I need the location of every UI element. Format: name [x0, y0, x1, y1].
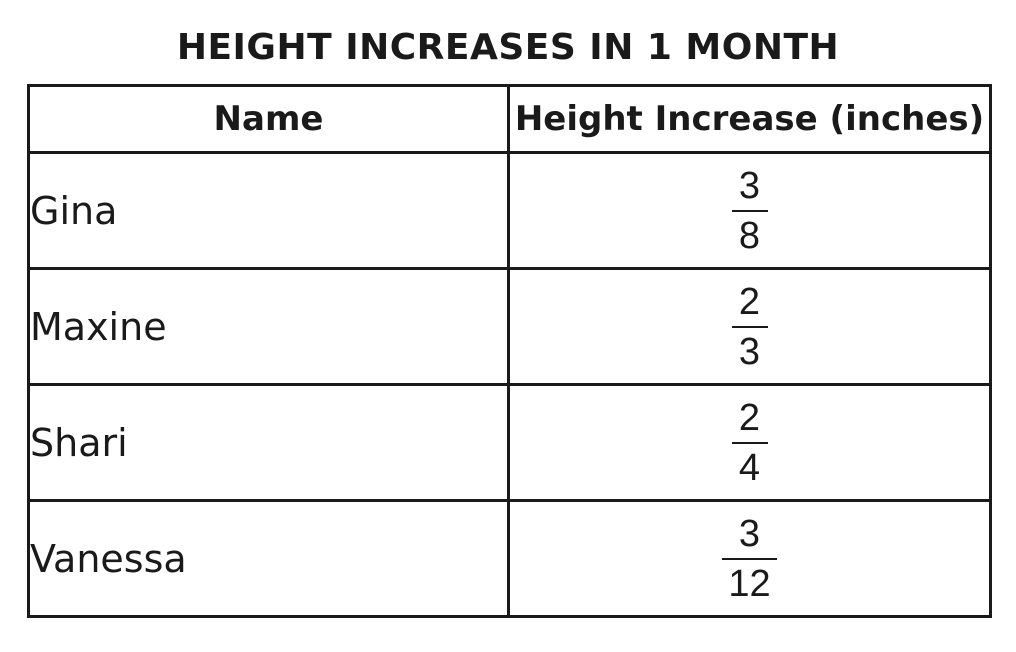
fraction: 2 4 — [731, 396, 768, 489]
value-cell: 3 12 — [507, 499, 992, 618]
column-header-height-increase: Height Increase (inches) — [507, 84, 992, 154]
fraction: 3 8 — [731, 164, 768, 257]
name-cell: Maxine — [27, 267, 510, 386]
fraction-bar — [722, 557, 777, 560]
fraction-denominator: 4 — [738, 446, 761, 489]
column-header-name: Name — [27, 84, 510, 154]
name-cell: Vanessa — [27, 499, 510, 618]
fraction: 3 12 — [722, 512, 777, 605]
fraction-numerator: 3 — [738, 512, 761, 555]
table-row: Shari 2 4 — [27, 383, 992, 502]
table-row: Vanessa 3 12 — [27, 499, 992, 618]
fraction-denominator: 8 — [738, 214, 761, 257]
value-cell: 2 4 — [507, 383, 992, 502]
value-cell: 2 3 — [507, 267, 992, 386]
value-cell: 3 8 — [507, 151, 992, 270]
table-row: Maxine 2 3 — [27, 267, 992, 386]
table-row: Gina 3 8 — [27, 151, 992, 270]
fraction-denominator: 12 — [728, 562, 771, 605]
fraction: 2 3 — [731, 280, 768, 373]
fraction-numerator: 2 — [738, 280, 761, 323]
fraction-numerator: 3 — [738, 164, 761, 207]
name-cell: Gina — [27, 151, 510, 270]
fraction-bar — [731, 441, 768, 444]
fraction-numerator: 2 — [738, 396, 761, 439]
name-cell: Shari — [27, 383, 510, 502]
fraction-bar — [731, 209, 768, 212]
fraction-bar — [731, 325, 768, 328]
fraction-denominator: 3 — [738, 330, 761, 373]
table-title: HEIGHT INCREASES IN 1 MONTH — [176, 27, 840, 68]
height-increase-table: Name Height Increase (inches) Gina 3 8 M… — [27, 84, 992, 618]
header-row: Name Height Increase (inches) — [27, 84, 992, 154]
